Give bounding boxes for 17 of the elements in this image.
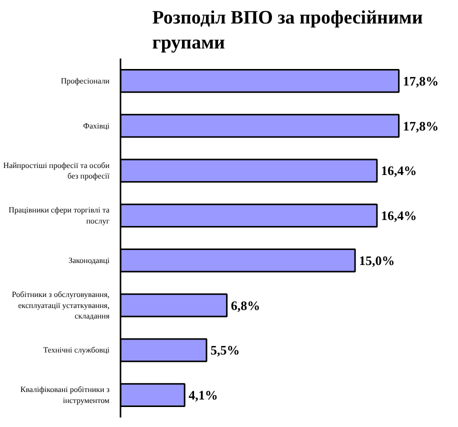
- data-label: 16,4%: [380, 208, 417, 224]
- data-label: 16,4%: [380, 163, 417, 178]
- data-label: 17,8%: [402, 118, 439, 134]
- chart-title: Розподіл ВПО за професійними групами: [152, 7, 423, 54]
- y-tick-label: Законодавці: [68, 256, 110, 265]
- y-tick-label: Працівники сфери торгівлі та послуг: [8, 206, 110, 226]
- y-tick-label: Кваліфіковані робітники з інструментом: [20, 385, 110, 405]
- data-label: 17,8%: [402, 73, 439, 88]
- y-tick-label: Фахівці: [83, 121, 110, 130]
- data-label: 6,8%: [230, 298, 260, 313]
- data-label: 4,1%: [188, 388, 218, 403]
- y-tick-label: Технічні службовці: [43, 346, 110, 355]
- data-label: 5,5%: [210, 342, 240, 358]
- y-tick-label: Найпростіші професії та особи без професії: [3, 160, 110, 181]
- data-label: 15,0%: [359, 252, 395, 268]
- y-tick-label: Робітники з обслуговування, експлуатації устаткування, складання: [12, 290, 110, 321]
- y-tick-label: Професіонали: [60, 76, 110, 86]
